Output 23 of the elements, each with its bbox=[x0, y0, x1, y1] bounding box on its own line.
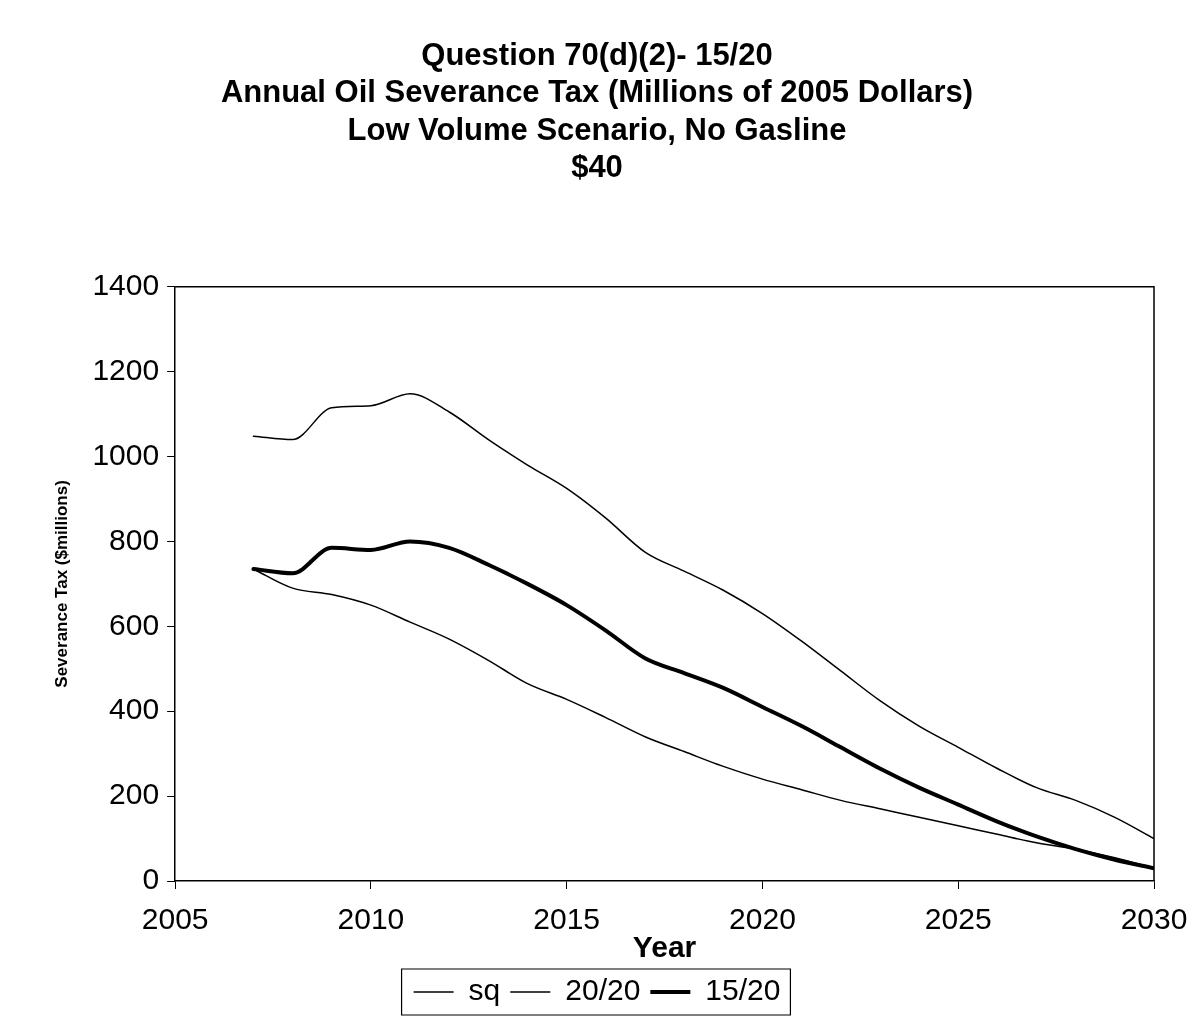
y-tick-label: 1200 bbox=[92, 352, 160, 386]
y-tick-label: 800 bbox=[109, 522, 160, 556]
y-tick-label: 0 bbox=[142, 862, 160, 896]
x-tick-label: 2020 bbox=[729, 902, 796, 936]
y-axis-title: Severance Tax ($millions) bbox=[51, 480, 71, 688]
y-tick-label: 1400 bbox=[92, 268, 160, 302]
y-tick-label: 600 bbox=[109, 607, 160, 641]
y-tick-label: 1000 bbox=[92, 437, 160, 471]
x-tick-label: 2030 bbox=[1120, 902, 1188, 936]
legend-label: sq bbox=[468, 973, 501, 1007]
text: Low Volume Scenario, No Gasline bbox=[347, 111, 847, 147]
x-tick-label: 2025 bbox=[924, 902, 992, 936]
legend-label: 20/20 bbox=[565, 973, 641, 1007]
text: Annual Oil Severance Tax (Millions of 2005 Dollars) bbox=[220, 74, 974, 110]
x-tick-label: 2010 bbox=[337, 902, 405, 936]
x-tick-label: 2015 bbox=[533, 902, 601, 936]
y-tick-label: 400 bbox=[109, 692, 160, 726]
legend-label: 15/20 bbox=[705, 973, 781, 1007]
y-tick-label: 200 bbox=[109, 777, 160, 811]
x-axis-title: Year bbox=[632, 930, 697, 964]
text: Question 70(d)(2)- 15/20 bbox=[421, 37, 773, 73]
text: $40 bbox=[571, 148, 623, 184]
x-tick-label: 2005 bbox=[141, 902, 209, 936]
